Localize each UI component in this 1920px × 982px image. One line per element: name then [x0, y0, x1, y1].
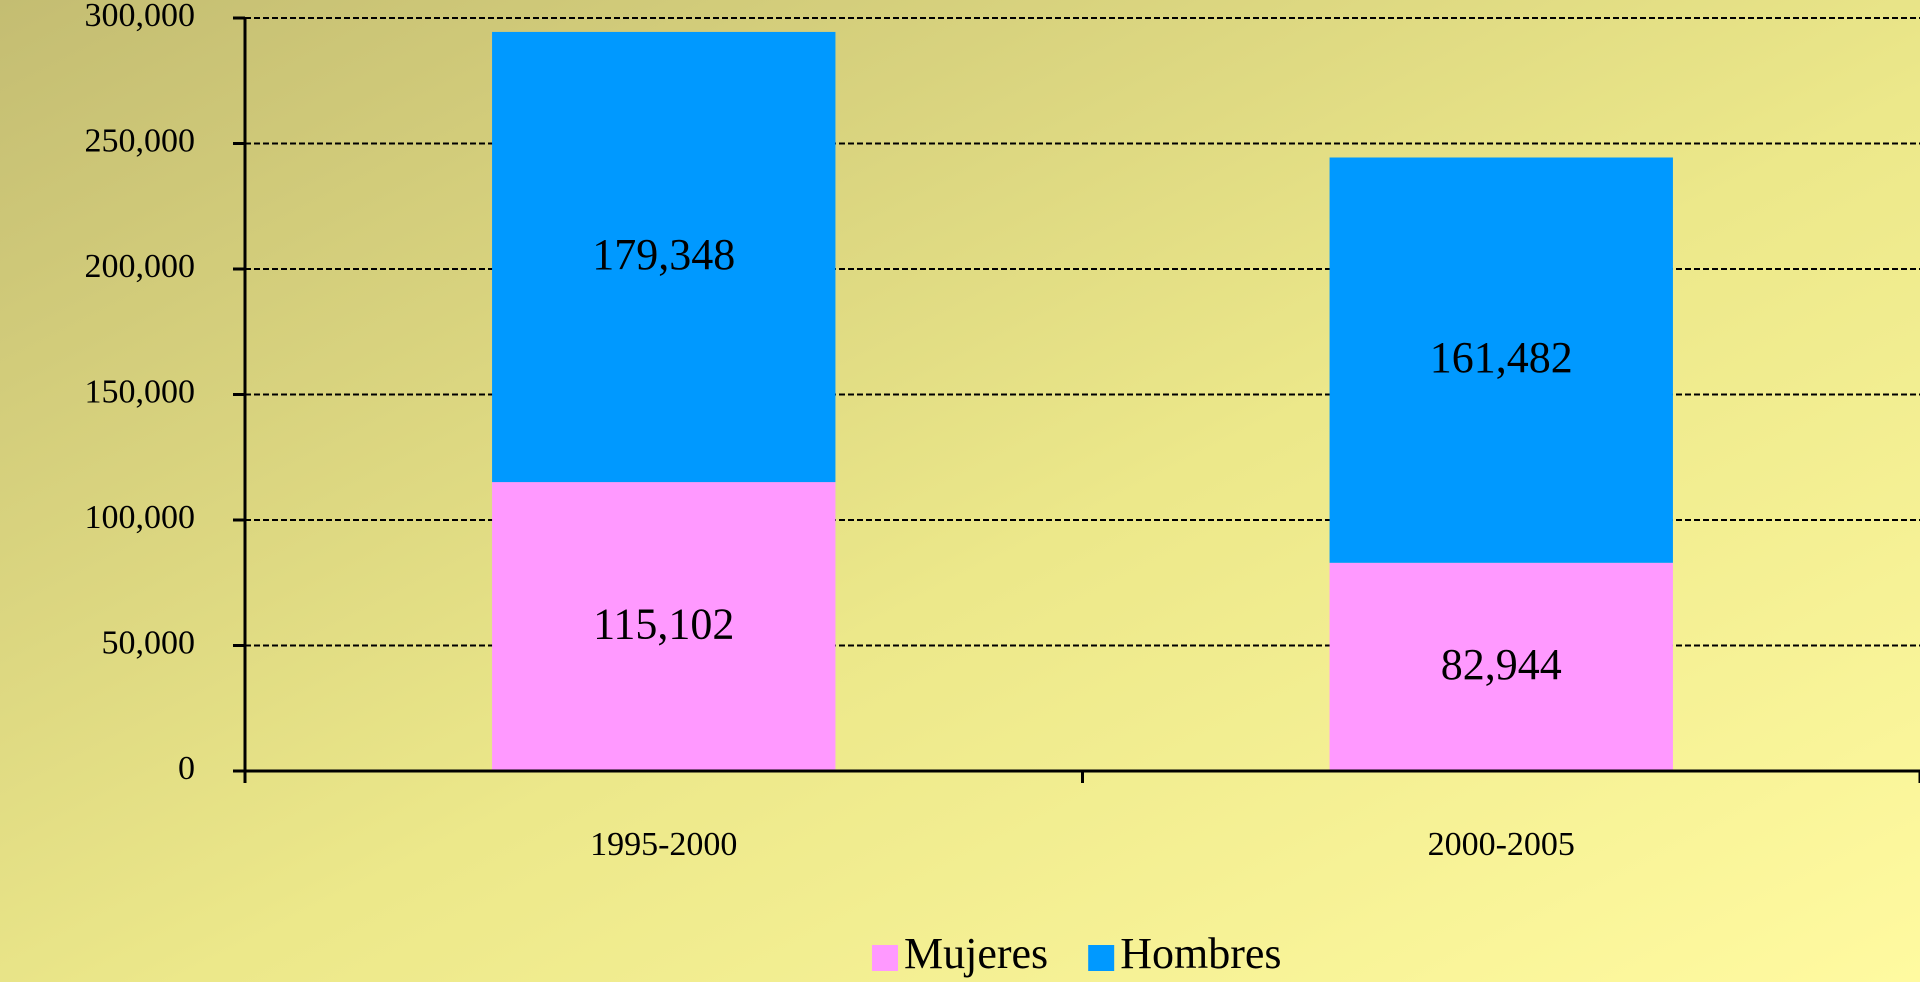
data-label: 179,348: [592, 230, 735, 279]
bars: 115,102 179,348 82,944 161,482: [492, 31, 1673, 771]
bar-segment: [492, 482, 836, 771]
bar-segment: [1329, 562, 1673, 771]
y-tick-label: 0: [178, 750, 195, 787]
bar-segment: [492, 31, 836, 483]
data-label: 115,102: [593, 600, 734, 649]
y-tick-label: 200,000: [85, 248, 196, 285]
legend-swatch: [872, 945, 898, 971]
data-label: 161,482: [1430, 333, 1573, 382]
legend-label: Hombres: [1120, 929, 1281, 978]
x-tick-label: 2000-2005: [1428, 826, 1575, 863]
y-tick-label: 50,000: [102, 624, 196, 661]
y-tick-label: 300,000: [85, 0, 196, 34]
y-tick-label: 150,000: [85, 373, 196, 410]
y-tick-label: 100,000: [85, 499, 196, 536]
legend-swatch: [1088, 945, 1115, 971]
data-label: 82,944: [1441, 640, 1562, 689]
x-tick-label: 1995-2000: [590, 826, 737, 863]
bar-segment: [1329, 157, 1673, 563]
y-tick-label: 250,000: [85, 122, 196, 159]
legend-label: Mujeres: [904, 929, 1048, 978]
axes: 0 50,000 100,000 150,000 200,000 250,000 300,0…: [85, 0, 1920, 863]
